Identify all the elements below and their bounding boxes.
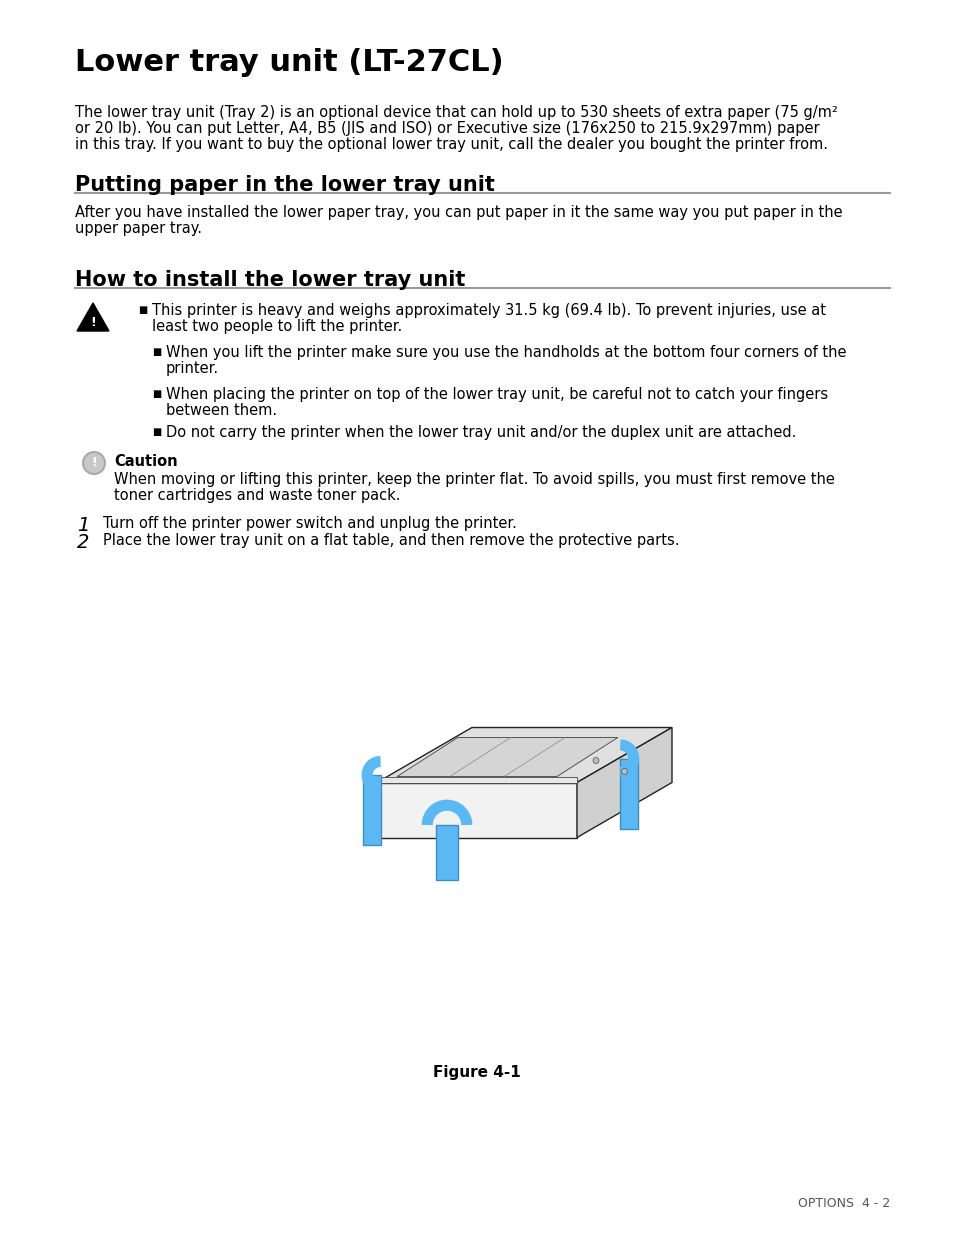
Polygon shape: [577, 727, 671, 837]
Polygon shape: [396, 737, 618, 777]
Text: between them.: between them.: [166, 403, 276, 417]
Text: ■: ■: [152, 347, 161, 357]
Text: 2: 2: [77, 534, 90, 552]
Text: !: !: [90, 316, 95, 330]
Text: !: !: [91, 457, 97, 469]
Text: This printer is heavy and weighs approximately 31.5 kg (69.4 lb). To prevent inj: This printer is heavy and weighs approxi…: [152, 303, 825, 317]
Text: least two people to lift the printer.: least two people to lift the printer.: [152, 319, 402, 333]
Polygon shape: [376, 777, 577, 783]
Text: or 20 lb). You can put Letter, A4, B5 (JIS and ISO) or Executive size (176x250 t: or 20 lb). You can put Letter, A4, B5 (J…: [75, 121, 819, 136]
Text: Caution: Caution: [113, 454, 177, 469]
Text: in this tray. If you want to buy the optional lower tray unit, call the dealer y: in this tray. If you want to buy the opt…: [75, 137, 827, 152]
Circle shape: [593, 757, 598, 763]
Text: After you have installed the lower paper tray, you can put paper in it the same : After you have installed the lower paper…: [75, 205, 841, 220]
Text: Turn off the printer power switch and unplug the printer.: Turn off the printer power switch and un…: [103, 516, 517, 531]
Text: ■: ■: [138, 305, 147, 315]
Text: printer.: printer.: [166, 361, 219, 375]
Polygon shape: [376, 783, 577, 837]
Circle shape: [83, 452, 105, 474]
Text: When you lift the printer make sure you use the handholds at the bottom four cor: When you lift the printer make sure you …: [166, 345, 845, 359]
Polygon shape: [77, 303, 109, 331]
Text: Putting paper in the lower tray unit: Putting paper in the lower tray unit: [75, 175, 495, 195]
Text: The lower tray unit (Tray 2) is an optional device that can hold up to 530 sheet: The lower tray unit (Tray 2) is an optio…: [75, 105, 837, 120]
Circle shape: [620, 768, 627, 774]
Text: How to install the lower tray unit: How to install the lower tray unit: [75, 270, 465, 290]
Text: Lower tray unit (LT-27CL): Lower tray unit (LT-27CL): [75, 48, 503, 77]
Text: Do not carry the printer when the lower tray unit and/or the duplex unit are att: Do not carry the printer when the lower …: [166, 425, 796, 440]
Polygon shape: [436, 825, 457, 881]
Text: Place the lower tray unit on a flat table, and then remove the protective parts.: Place the lower tray unit on a flat tabl…: [103, 534, 679, 548]
Text: upper paper tray.: upper paper tray.: [75, 221, 202, 236]
Text: When placing the printer on top of the lower tray unit, be careful not to catch : When placing the printer on top of the l…: [166, 387, 827, 403]
Text: OPTIONS  4 - 2: OPTIONS 4 - 2: [797, 1197, 889, 1210]
Text: 1: 1: [77, 516, 90, 535]
Text: ■: ■: [152, 427, 161, 437]
Text: When moving or lifting this printer, keep the printer flat. To avoid spills, you: When moving or lifting this printer, kee…: [113, 472, 834, 487]
Text: ■: ■: [152, 389, 161, 399]
Polygon shape: [362, 776, 380, 845]
Text: toner cartridges and waste toner pack.: toner cartridges and waste toner pack.: [113, 488, 400, 503]
Polygon shape: [376, 727, 671, 783]
Text: Figure 4-1: Figure 4-1: [433, 1065, 520, 1079]
Polygon shape: [619, 758, 638, 829]
